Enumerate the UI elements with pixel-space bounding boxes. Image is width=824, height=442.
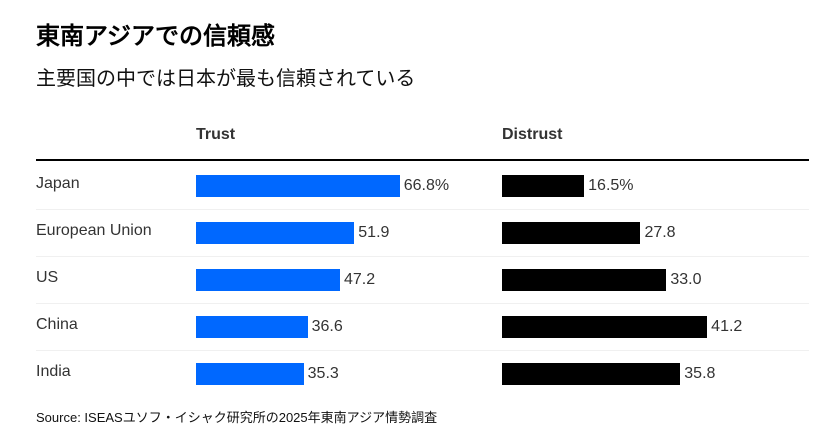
distrust-bar <box>502 222 641 244</box>
trust-value-label: 47.2 <box>343 271 376 288</box>
distrust-value-label: 35.8 <box>684 365 716 382</box>
row-separator <box>36 350 809 351</box>
chart-subtitle: 主要国の中では日本が最も信頼されている <box>36 68 416 90</box>
distrust-bar <box>502 269 667 291</box>
trust-bar <box>196 316 308 338</box>
distrust-bar <box>502 175 585 197</box>
distrust-value-label: 41.2 <box>711 318 743 335</box>
column-header-distrust: Distrust <box>502 126 563 143</box>
trust-value-label: 35.3 <box>307 365 339 382</box>
row-separator <box>36 209 809 210</box>
trust-bar <box>196 269 340 291</box>
category-label: India <box>36 363 71 380</box>
row-separator <box>36 256 809 257</box>
trust-value-label: 51.9 <box>358 224 390 241</box>
chart-title: 東南アジアでの信頼感 <box>36 23 276 50</box>
category-label: US <box>36 269 59 286</box>
category-label: Japan <box>36 175 80 192</box>
category-label: European Union <box>36 222 152 239</box>
distrust-bar <box>502 363 681 385</box>
header-rule <box>36 159 809 161</box>
distrust-bar <box>502 316 708 338</box>
trust-bar <box>196 222 355 244</box>
trust-value-label: 66.8% <box>403 177 450 194</box>
distrust-value-label: 33.0 <box>670 271 702 288</box>
distrust-value-label: 27.8 <box>644 224 676 241</box>
column-header-trust: Trust <box>196 126 236 143</box>
trust-bar <box>196 363 304 385</box>
trust-value-label: 36.6 <box>311 318 343 335</box>
distrust-value-label: 16.5% <box>588 177 634 194</box>
category-label: China <box>36 316 78 333</box>
source-note: Source: ISEASユソフ・イシャク研究所の2025年東南アジア情勢調査 <box>36 410 438 425</box>
trust-bar <box>196 175 400 197</box>
row-separator <box>36 303 809 304</box>
